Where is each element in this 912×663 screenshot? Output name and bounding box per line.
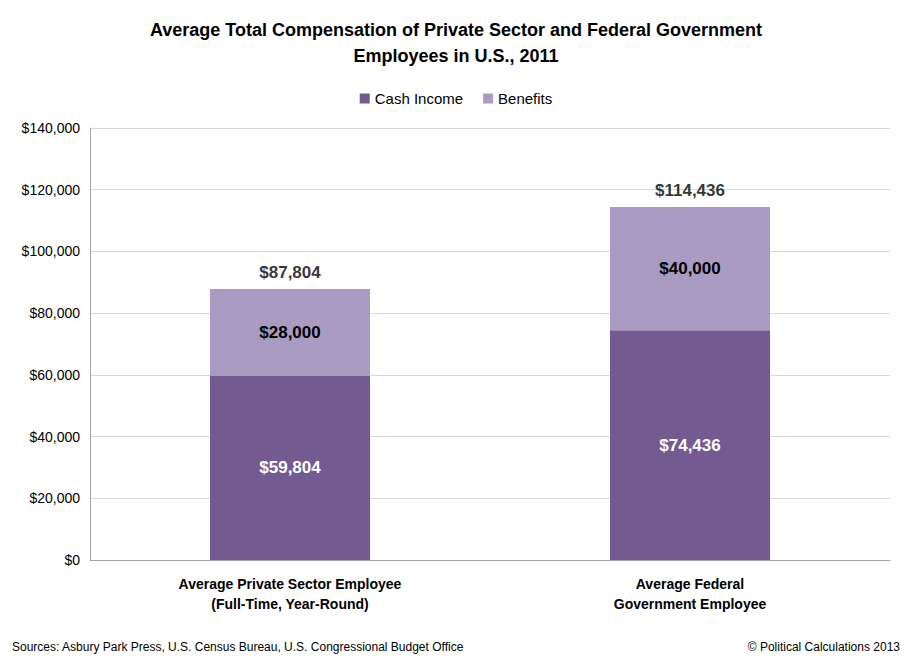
svg-text:$114,436: $114,436 — [655, 181, 725, 200]
svg-text:$74,436: $74,436 — [659, 436, 720, 455]
svg-text:$59,804: $59,804 — [259, 458, 321, 477]
svg-text:$60,000: $60,000 — [29, 367, 80, 383]
svg-text:$20,000: $20,000 — [29, 490, 80, 506]
svg-text:$140,000: $140,000 — [22, 120, 81, 136]
svg-text:© Political Calculations 2013: © Political Calculations 2013 — [748, 640, 901, 654]
svg-text:$120,000: $120,000 — [22, 182, 81, 198]
svg-text:Cash Income: Cash Income — [375, 90, 463, 107]
svg-text:$28,000: $28,000 — [259, 323, 320, 342]
svg-text:Average Total Compensation of: Average Total Compensation of Private Se… — [150, 20, 762, 40]
svg-text:$80,000: $80,000 — [29, 305, 80, 321]
svg-text:(Full-Time, Year-Round): (Full-Time, Year-Round) — [211, 596, 368, 612]
svg-text:$0: $0 — [64, 552, 80, 568]
svg-text:Benefits: Benefits — [498, 90, 552, 107]
svg-text:$87,804: $87,804 — [259, 263, 321, 282]
svg-text:Government Employee: Government Employee — [614, 596, 767, 612]
svg-text:$40,000: $40,000 — [29, 429, 80, 445]
svg-text:Average Private Sector Employe: Average Private Sector Employee — [179, 576, 402, 592]
svg-text:Average Federal: Average Federal — [636, 576, 744, 592]
svg-text:Sources: Asbury Park Press, U.: Sources: Asbury Park Press, U.S. Census … — [12, 640, 464, 654]
svg-text:$100,000: $100,000 — [22, 243, 81, 259]
svg-text:$40,000: $40,000 — [659, 259, 720, 278]
svg-text:Employees in U.S., 2011: Employees in U.S., 2011 — [353, 46, 558, 66]
